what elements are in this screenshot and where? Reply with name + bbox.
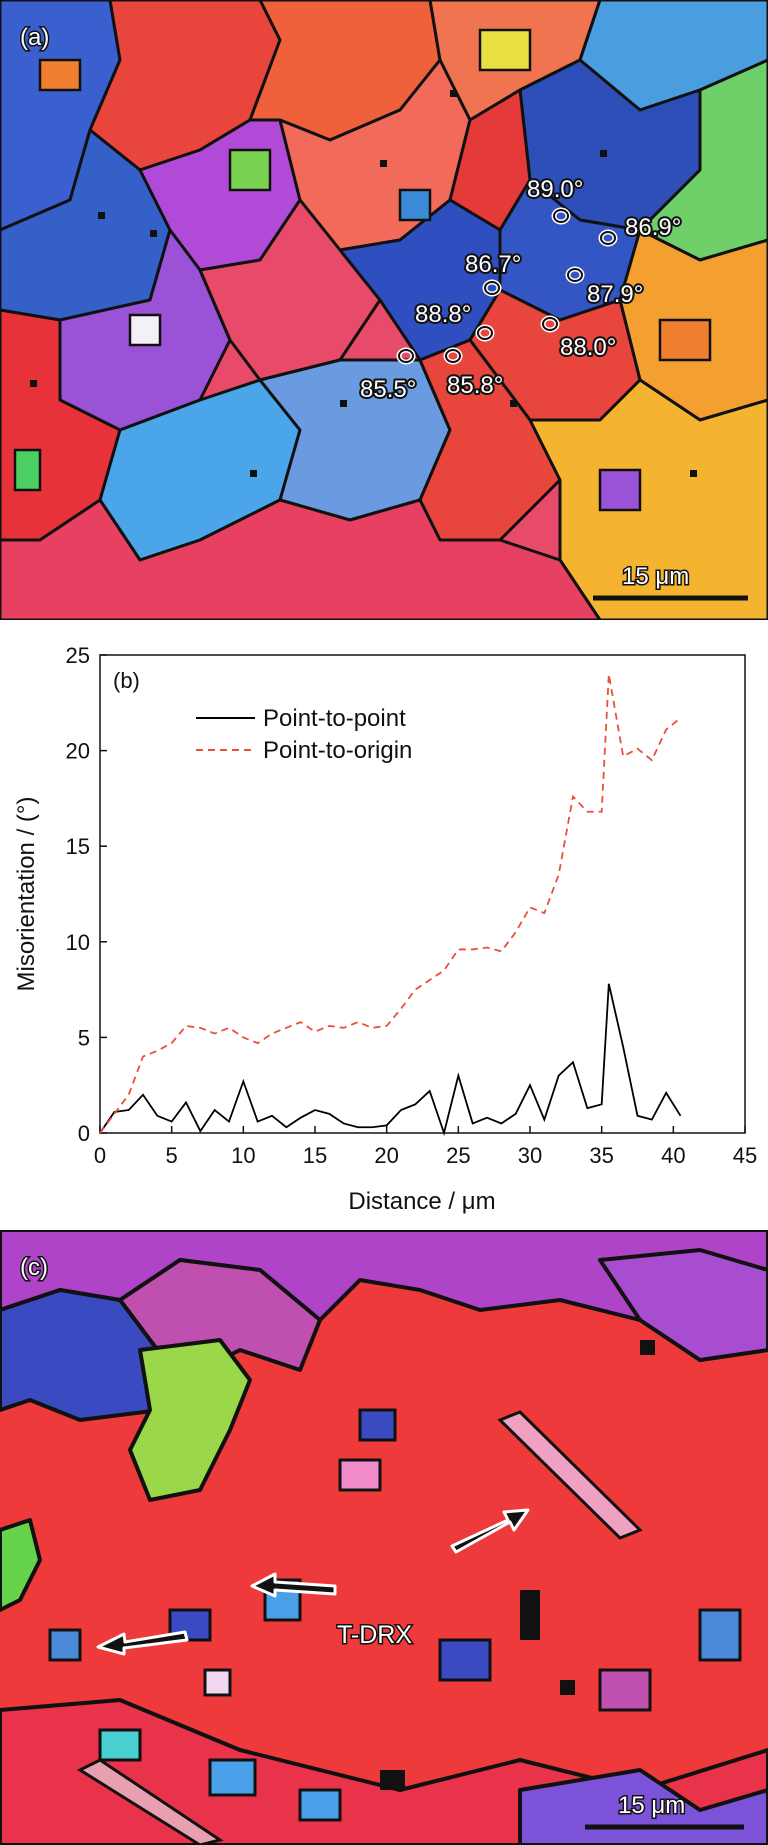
y-tick-label: 10 xyxy=(66,930,90,955)
arrow-icon xyxy=(96,1630,189,1656)
angle-label: 85.5° xyxy=(360,376,416,403)
panel-label-c: (c) xyxy=(20,1254,48,1281)
x-tick-label: 45 xyxy=(733,1143,757,1168)
ebsd-map-c: T-DRX (c) 15 μm xyxy=(0,1230,768,1845)
series-point-to-point xyxy=(99,983,682,1137)
x-tick-label: 0 xyxy=(94,1143,106,1168)
angle-label: 89.0° xyxy=(527,176,583,203)
scale-bar-label-c: 15 μm xyxy=(618,1792,685,1819)
x-tick-label: 40 xyxy=(661,1143,685,1168)
x-tick-label: 30 xyxy=(518,1143,542,1168)
y-axis-label: Misorientation / (°) xyxy=(13,797,40,992)
panel-label-a: (a) xyxy=(20,24,49,51)
t-drx-label: T-DRX xyxy=(337,1621,412,1649)
ebsd-annotations-a: 89.0° 86.9° 86.7° 87.9° 88.8° 88.0° 85.5… xyxy=(19,23,748,601)
x-tick-label: 35 xyxy=(589,1143,613,1168)
angle-label: 86.7° xyxy=(465,251,521,278)
misorientation-chart-svg: 0 5 10 15 20 25 30 35 40 45 0 5 10 15 20 25 (b) Point-t… xyxy=(13,643,757,1215)
angle-label: 86.9° xyxy=(625,214,681,241)
x-tick-label: 5 xyxy=(166,1143,178,1168)
x-tick-label: 25 xyxy=(446,1143,470,1168)
arrow-icon xyxy=(250,1572,337,1598)
x-tick-label: 20 xyxy=(374,1143,398,1168)
panel-label-b: (b) xyxy=(113,668,140,693)
ebsd-map-a: 89.0° 86.9° 86.7° 87.9° 88.8° 88.0° 85.5… xyxy=(0,0,768,620)
angle-label: 85.8° xyxy=(447,372,503,399)
y-tick-label: 5 xyxy=(78,1025,90,1050)
plot-frame xyxy=(99,654,746,1134)
x-tick-label: 15 xyxy=(303,1143,327,1168)
misorientation-chart: 0 5 10 15 20 25 30 35 40 45 0 5 10 15 20 25 (b) Point-t… xyxy=(0,628,768,1220)
legend-label-point-to-origin: Point-to-origin xyxy=(263,737,412,764)
x-axis-label: Distance / μm xyxy=(348,1188,495,1215)
angle-label: 88.0° xyxy=(560,334,616,361)
y-tick-label: 25 xyxy=(66,643,90,668)
angle-label: 88.8° xyxy=(415,301,471,328)
y-tick-label: 15 xyxy=(66,834,90,859)
y-tick-label: 0 xyxy=(78,1121,90,1146)
angle-label: 87.9° xyxy=(587,281,643,308)
ebsd-map-c-image xyxy=(0,1230,768,1845)
y-tick-label: 20 xyxy=(66,739,90,764)
legend: Point-to-point Point-to-origin xyxy=(196,705,412,764)
legend-label-point-to-point: Point-to-point xyxy=(263,705,406,732)
scale-bar-label-a: 15 μm xyxy=(622,563,689,590)
arrow-icon xyxy=(450,1508,530,1554)
ebsd-annotations-c: T-DRX (c) 15 μm xyxy=(19,1253,744,1830)
x-tick-label: 10 xyxy=(231,1143,255,1168)
ebsd-map-a-image xyxy=(0,0,768,620)
series-point-to-origin xyxy=(99,673,682,1134)
